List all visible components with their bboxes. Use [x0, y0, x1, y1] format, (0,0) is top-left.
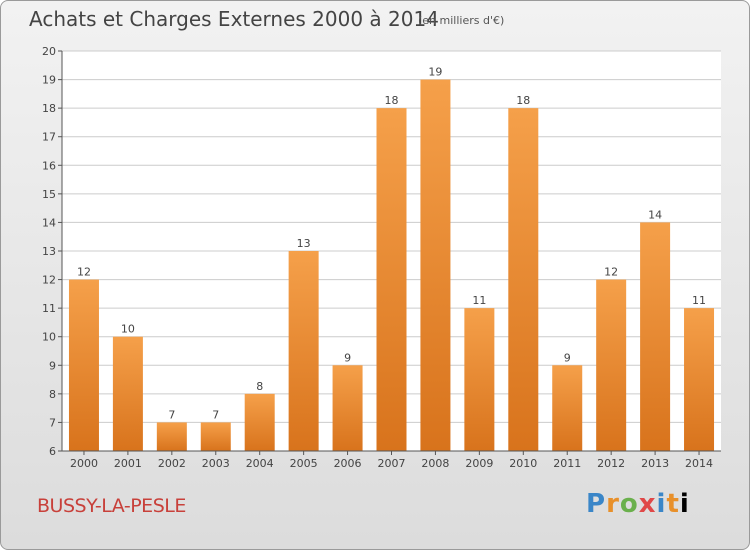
bars: 12 10 7 7 8 13 9 18 19 11 18 9 12 14 11 — [68, 66, 715, 452]
data-label: 8 — [256, 380, 263, 393]
data-label: 13 — [297, 237, 311, 250]
data-label: 12 — [77, 266, 91, 279]
data-label: 11 — [472, 294, 486, 307]
data-label: 9 — [344, 351, 351, 364]
data-label: 7 — [168, 408, 175, 421]
y-tick-label: 10 — [42, 331, 56, 344]
y-tick-label: 18 — [42, 102, 56, 115]
y-tick-label: 13 — [42, 245, 56, 258]
y-tick-label: 11 — [42, 302, 56, 315]
x-tick-label: 2004 — [246, 457, 274, 470]
bar — [288, 251, 319, 451]
x-tick-label: 2002 — [158, 457, 186, 470]
chart-subtitle: (en milliers d'€) — [418, 14, 505, 27]
y-tick-label: 8 — [49, 388, 56, 401]
bar — [200, 422, 231, 451]
bar — [68, 279, 99, 451]
logo-letter: i — [656, 489, 667, 519]
y-tick-label: 7 — [49, 416, 56, 429]
bar — [464, 308, 495, 451]
y-tick-label: 16 — [42, 159, 56, 172]
bar — [552, 365, 583, 451]
data-label: 18 — [385, 94, 399, 107]
x-tick-label: 2012 — [597, 457, 625, 470]
x-tick-label: 2000 — [70, 457, 98, 470]
y-tick-label: 17 — [42, 131, 56, 144]
data-label: 18 — [516, 94, 530, 107]
y-tick-label: 12 — [42, 274, 56, 287]
y-tick-label: 15 — [42, 188, 56, 201]
bar — [156, 422, 187, 451]
data-label: 14 — [648, 208, 662, 221]
x-tick-label: 2005 — [290, 457, 318, 470]
data-label: 19 — [428, 66, 442, 79]
data-label: 11 — [692, 294, 706, 307]
bar — [640, 222, 671, 451]
x-tick-label: 2009 — [465, 457, 493, 470]
x-tick-label: 2014 — [685, 457, 713, 470]
bar — [112, 336, 143, 451]
x-tick-label: 2007 — [378, 457, 406, 470]
logo-letter: o — [619, 489, 639, 519]
x-tick-label: 2006 — [334, 457, 362, 470]
logo-letter: x — [638, 489, 657, 519]
x-tick-label: 2011 — [553, 457, 581, 470]
y-tick-label: 14 — [42, 216, 56, 229]
logo-letter: P — [586, 489, 607, 519]
y-tick-label: 19 — [42, 74, 56, 87]
bar — [376, 108, 407, 452]
commune-name: BUSSY-LA-PESLE — [37, 495, 186, 517]
y-tick-label: 9 — [49, 359, 56, 372]
proxiti-logo: Proxiti — [586, 489, 690, 519]
bar — [244, 393, 275, 451]
bar — [684, 308, 715, 451]
data-label: 7 — [212, 408, 219, 421]
bar — [596, 279, 627, 451]
data-label: 12 — [604, 266, 618, 279]
x-tick-label: 2003 — [202, 457, 230, 470]
bar — [508, 108, 539, 452]
data-label: 10 — [121, 323, 135, 336]
y-tick-label: 6 — [49, 445, 56, 458]
logo-letter: r — [606, 489, 620, 519]
x-tick-label: 2008 — [421, 457, 449, 470]
data-label: 9 — [564, 351, 571, 364]
x-tick-label: 2010 — [509, 457, 537, 470]
bar — [420, 79, 451, 452]
logo-letter: i — [679, 489, 690, 519]
bar — [332, 365, 363, 451]
logo-letter: t — [666, 489, 680, 519]
chart-title: Achats et Charges Externes 2000 à 2014 — [29, 7, 439, 31]
y-tick-label: 20 — [42, 45, 56, 58]
x-tick-label: 2013 — [641, 457, 669, 470]
x-tick-label: 2001 — [114, 457, 142, 470]
axes: 6 7 8 9 10 11 12 13 14 15 16 17 18 19 20 2000 2001 2002 20… — [42, 45, 721, 470]
